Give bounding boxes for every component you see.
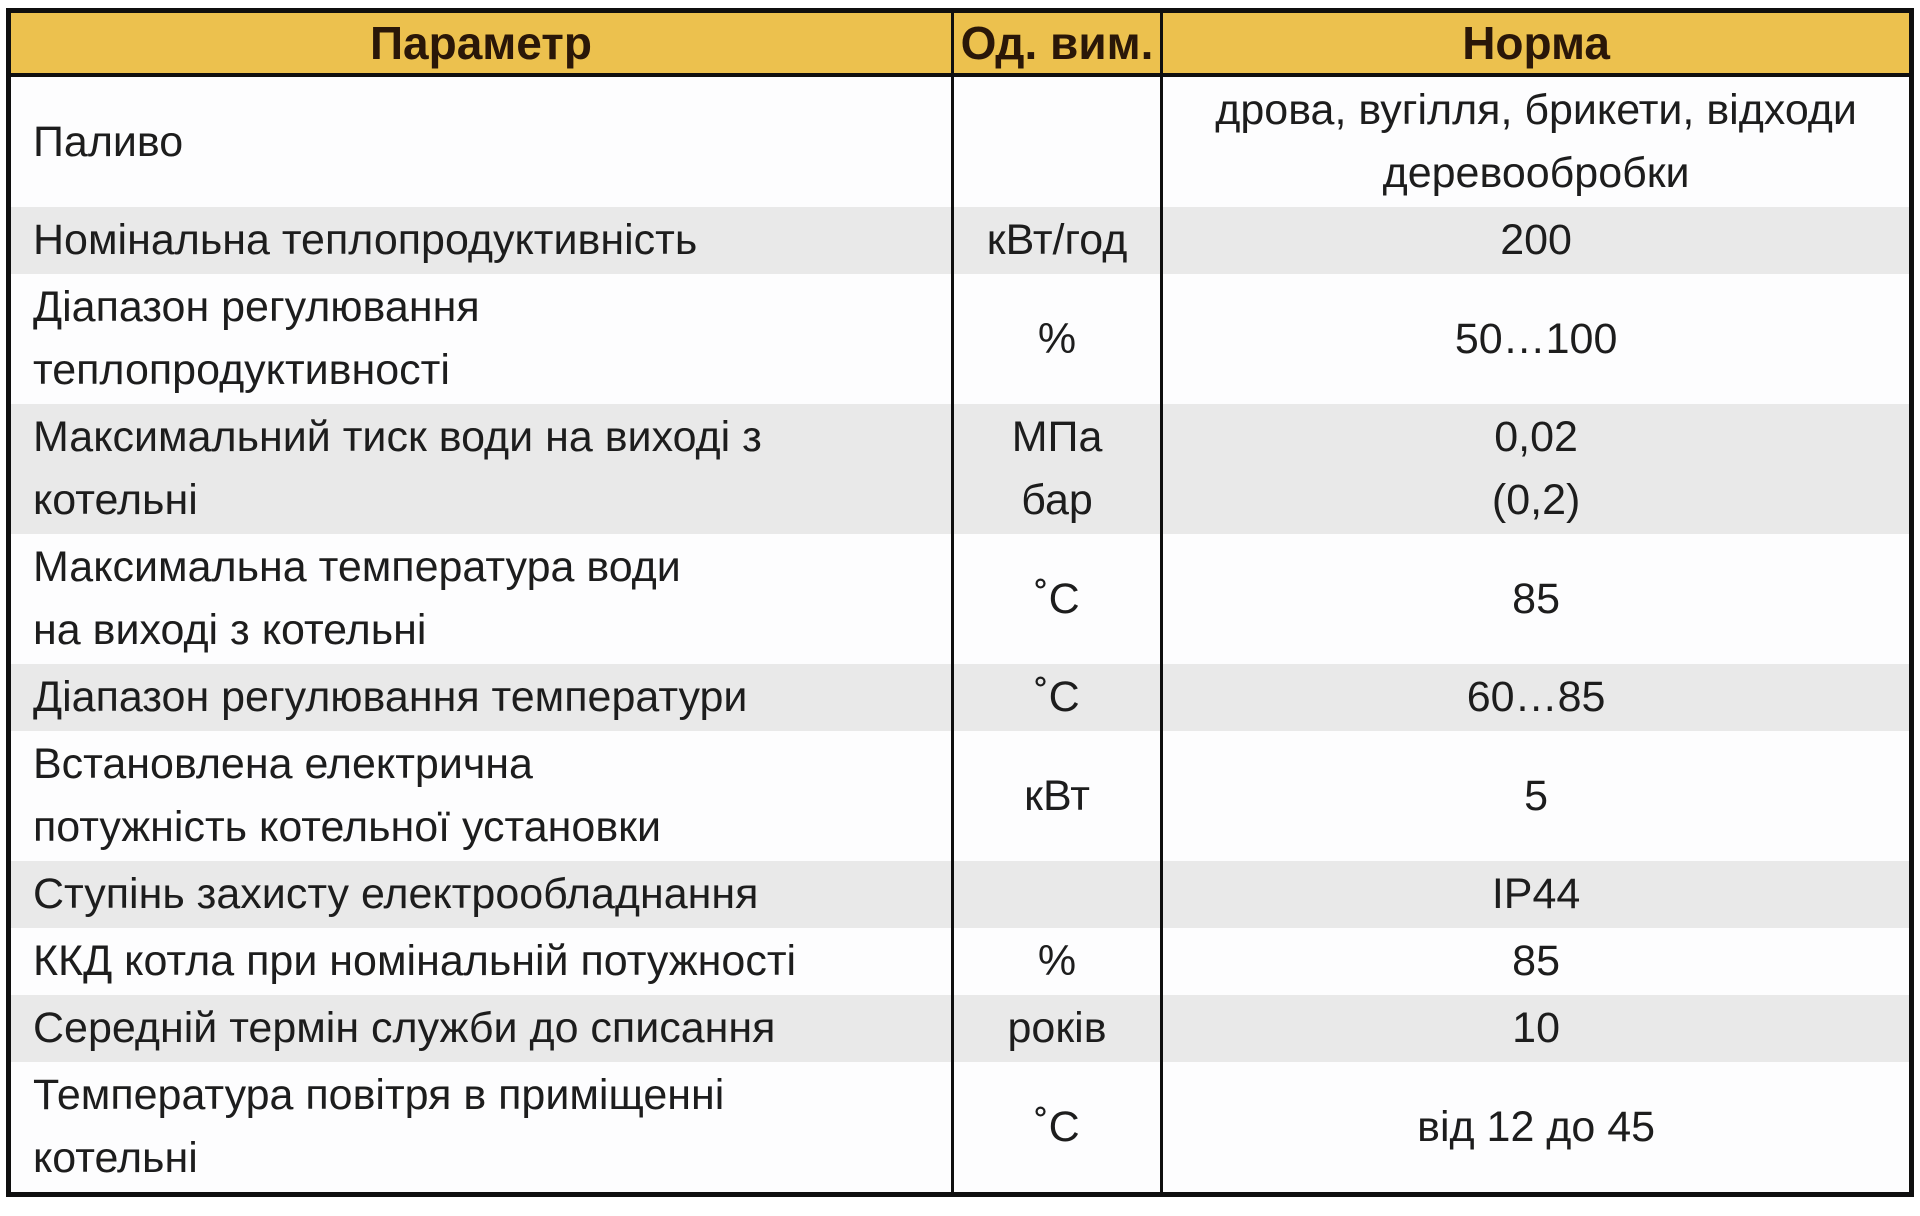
table-row-room-air-temperature: Температура повітря в приміщенні котельн…	[8, 1062, 1912, 1195]
unit-cell: ˚С	[950, 1062, 1162, 1195]
value-cell: від 12 до 45	[1160, 1062, 1912, 1195]
param-cell: Номінальна теплопродуктивність	[8, 207, 953, 274]
unit-cell: років	[950, 995, 1162, 1062]
param-cell: Ступінь захисту електрообладнання	[8, 861, 953, 928]
unit-cell	[950, 75, 1162, 207]
value-cell: дрова, вугілля, брикети, відходи деревоо…	[1160, 75, 1912, 207]
param-cell: Максимальна температура води на виході з…	[8, 534, 953, 664]
unit-cell: ˚С	[950, 664, 1162, 731]
param-cell: ККД котла при номінальній потужності	[8, 928, 953, 995]
table-row-fuel: Паливо дрова, вугілля, брикети, відходи …	[8, 75, 1912, 207]
value-cell: 5	[1160, 731, 1912, 861]
table-row-max-water-pressure: Максимальний тиск води на виході з котел…	[8, 404, 1912, 534]
param-cell: Паливо	[8, 75, 953, 207]
table-header-row: Параметр Од. вим. Норма	[8, 10, 1912, 77]
table-row-max-water-temperature: Максимальна температура води на виході з…	[8, 534, 1912, 664]
value-cell: 0,02 (0,2)	[1160, 404, 1912, 534]
table-row-temperature-regulation-range: Діапазон регулювання температури ˚С 60…8…	[8, 664, 1912, 731]
unit-cell: ˚С	[950, 534, 1162, 664]
table-row-average-service-life: Середній термін служби до списання років…	[8, 995, 1912, 1062]
unit-cell: %	[950, 274, 1162, 404]
unit-cell: %	[950, 928, 1162, 995]
value-cell: 200	[1160, 207, 1912, 274]
unit-cell: кВт	[950, 731, 1162, 861]
unit-cell: МПа бар	[950, 404, 1162, 534]
value-cell: 85	[1160, 534, 1912, 664]
column-header-unit: Од. вим.	[950, 10, 1162, 77]
value-cell: 50…100	[1160, 274, 1912, 404]
param-cell: Діапазон регулювання теплопродуктивності	[8, 274, 953, 404]
spec-table: Параметр Од. вим. Норма Паливо дрова, ву…	[6, 8, 1914, 1197]
unit-cell	[950, 861, 1162, 928]
table-row-installed-electric-power: Встановлена електрична потужність котель…	[8, 731, 1912, 861]
table-row-electrical-protection-degree: Ступінь захисту електрообладнання IP44	[8, 861, 1912, 928]
param-cell: Температура повітря в приміщенні котельн…	[8, 1062, 953, 1195]
param-cell: Середній термін служби до списання	[8, 995, 953, 1062]
value-cell: 60…85	[1160, 664, 1912, 731]
table-row-nominal-output: Номінальна теплопродуктивність кВт/год 2…	[8, 207, 1912, 274]
value-cell: 10	[1160, 995, 1912, 1062]
value-cell: 85	[1160, 928, 1912, 995]
param-cell: Встановлена електрична потужність котель…	[8, 731, 953, 861]
table-row-output-regulation-range: Діапазон регулювання теплопродуктивності…	[8, 274, 1912, 404]
param-cell: Діапазон регулювання температури	[8, 664, 953, 731]
param-cell: Максимальний тиск води на виході з котел…	[8, 404, 953, 534]
column-header-parameter: Параметр	[8, 10, 953, 77]
column-header-norm: Норма	[1160, 10, 1912, 77]
unit-cell: кВт/год	[950, 207, 1162, 274]
value-cell: IP44	[1160, 861, 1912, 928]
table-row-boiler-efficiency: ККД котла при номінальній потужності % 8…	[8, 928, 1912, 995]
